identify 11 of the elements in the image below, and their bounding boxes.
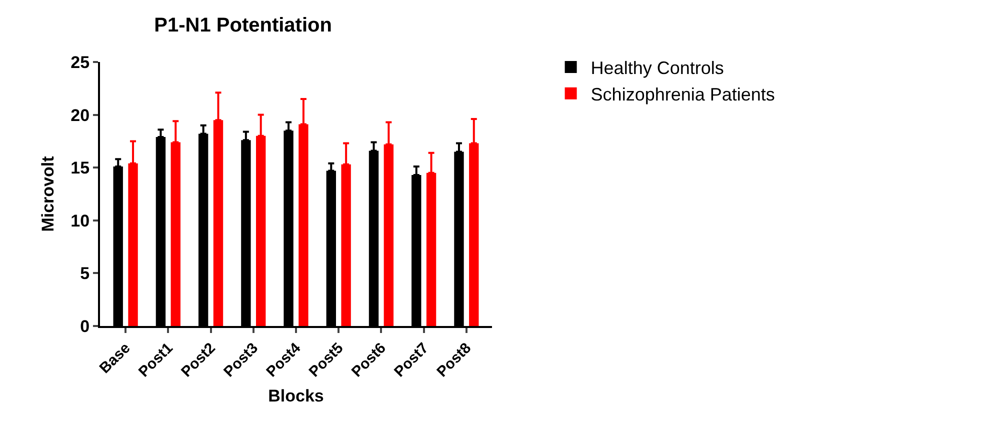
y-tick-label: 20 — [70, 106, 90, 125]
legend-label: Healthy Controls — [590, 58, 724, 78]
y-axis-title: Microvolt — [38, 156, 58, 232]
chart-title: P1-N1 Potentiation — [154, 14, 332, 36]
y-tick-label: 15 — [70, 158, 90, 178]
y-tick-label: 0 — [80, 316, 90, 336]
y-tick-label: 10 — [70, 211, 90, 230]
y-tick-label: 5 — [80, 264, 90, 284]
y-tick-label: 25 — [70, 52, 90, 72]
x-axis-title: Blocks — [268, 386, 324, 406]
legend-label: Schizophrenia Patients — [590, 84, 775, 104]
